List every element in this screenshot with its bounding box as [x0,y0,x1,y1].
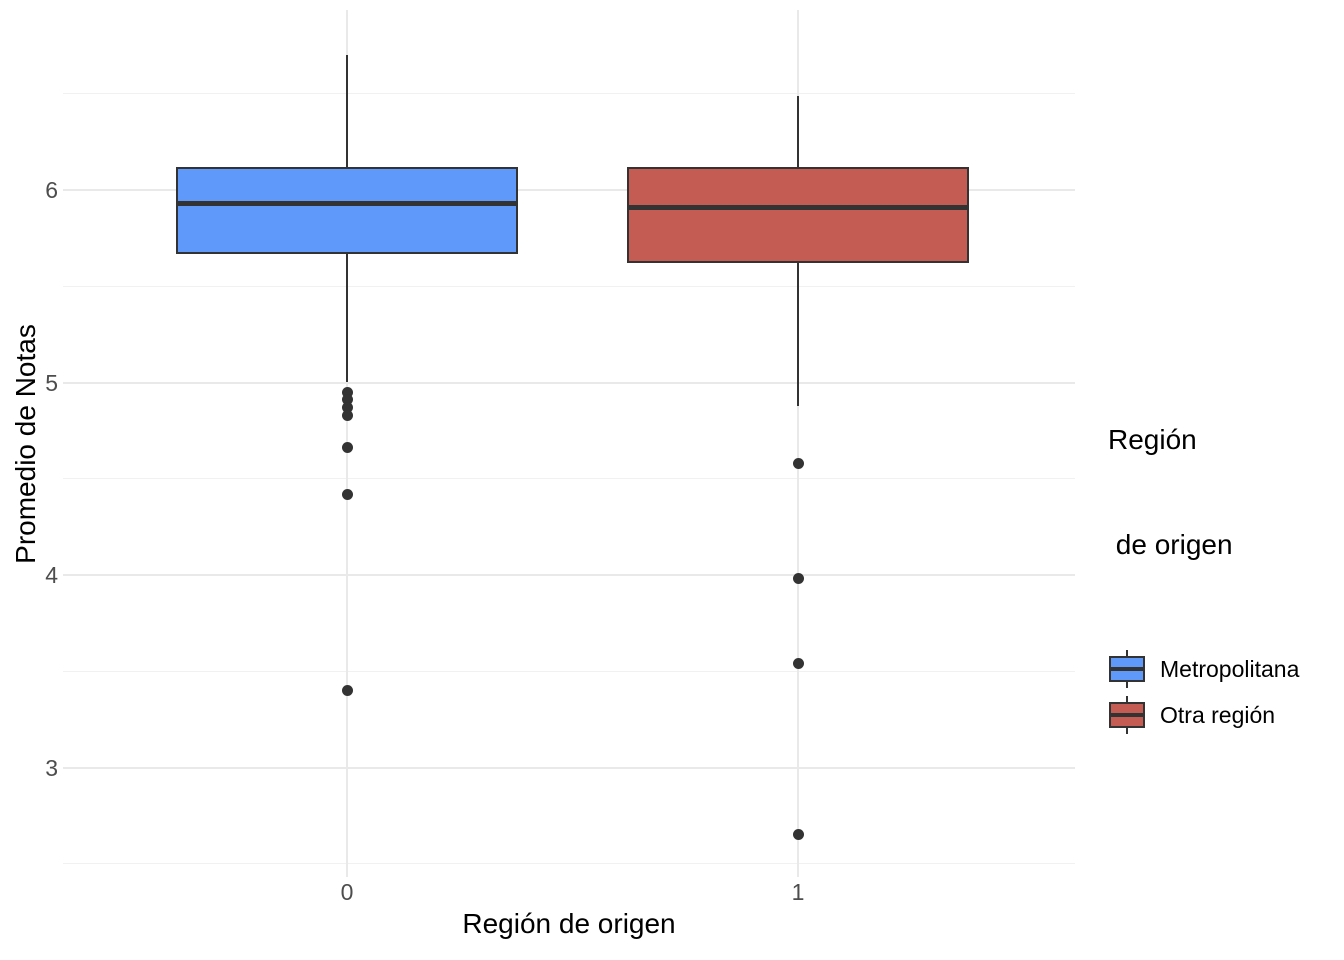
legend-title-line2: de origen [1108,529,1233,560]
boxplot-whisker-lower [345,253,349,383]
legend-entry: Metropolitana [1108,646,1344,692]
boxplot-median [176,200,518,206]
y-tick-label: 6 [45,177,58,203]
legend-rows: Metropolitana Otra región [1108,646,1344,738]
y-axis-title: Promedio de Notas [10,324,41,564]
legend: Región de origen Metropolitana Otra regió… [1108,352,1344,738]
y-tick-label: 3 [45,754,58,781]
legend-key-median-line [1109,667,1145,671]
boxplot-whisker-upper [796,95,800,167]
horizontal-gridline-minor [63,863,1075,865]
horizontal-gridline-minor [63,93,1075,95]
horizontal-gridline-major [63,574,1075,576]
y-tick-label: 4 [45,562,58,588]
outlier-point [341,488,353,500]
outlier-point [341,409,353,421]
outlier-point [341,402,353,414]
boxplot-box [176,166,518,254]
outlier-point [341,442,353,454]
horizontal-gridline-minor [63,670,1075,672]
outlier-point [341,394,353,406]
legend-entry: Otra región [1108,692,1344,738]
outlier-point [341,685,353,696]
boxplot-whisker-upper [345,55,349,167]
horizontal-gridline-major [63,381,1075,384]
boxplot-box [627,166,969,264]
legend-key-median-line [1109,713,1145,717]
horizontal-gridline-major [63,189,1075,191]
legend-entry-label: Metropolitana [1160,656,1300,682]
horizontal-gridline-minor [63,285,1075,287]
y-tick-label: 5 [45,369,58,396]
plot-panel [63,10,1075,877]
vertical-gridline [797,10,799,877]
horizontal-gridline-major [63,766,1075,769]
outlier-point [792,658,804,670]
outlier-point [341,386,353,398]
legend-key-boxplot-icon [1108,693,1146,737]
x-tick-label: 0 [340,879,354,905]
x-axis-title: Región de origen [462,908,676,939]
legend-title-line1: Región [1108,424,1197,455]
x-tick-label: 1 [791,879,805,905]
legend-key-boxplot-icon [1108,647,1146,691]
legend-entry-label: Otra región [1160,702,1276,728]
horizontal-gridline-minor [63,478,1075,480]
boxplot-whisker-lower [796,263,800,406]
boxplot-median [627,204,969,210]
legend-title: Región de origen [1108,352,1344,632]
outlier-point [792,829,804,841]
outlier-point [792,573,804,585]
outlier-point [792,457,804,469]
